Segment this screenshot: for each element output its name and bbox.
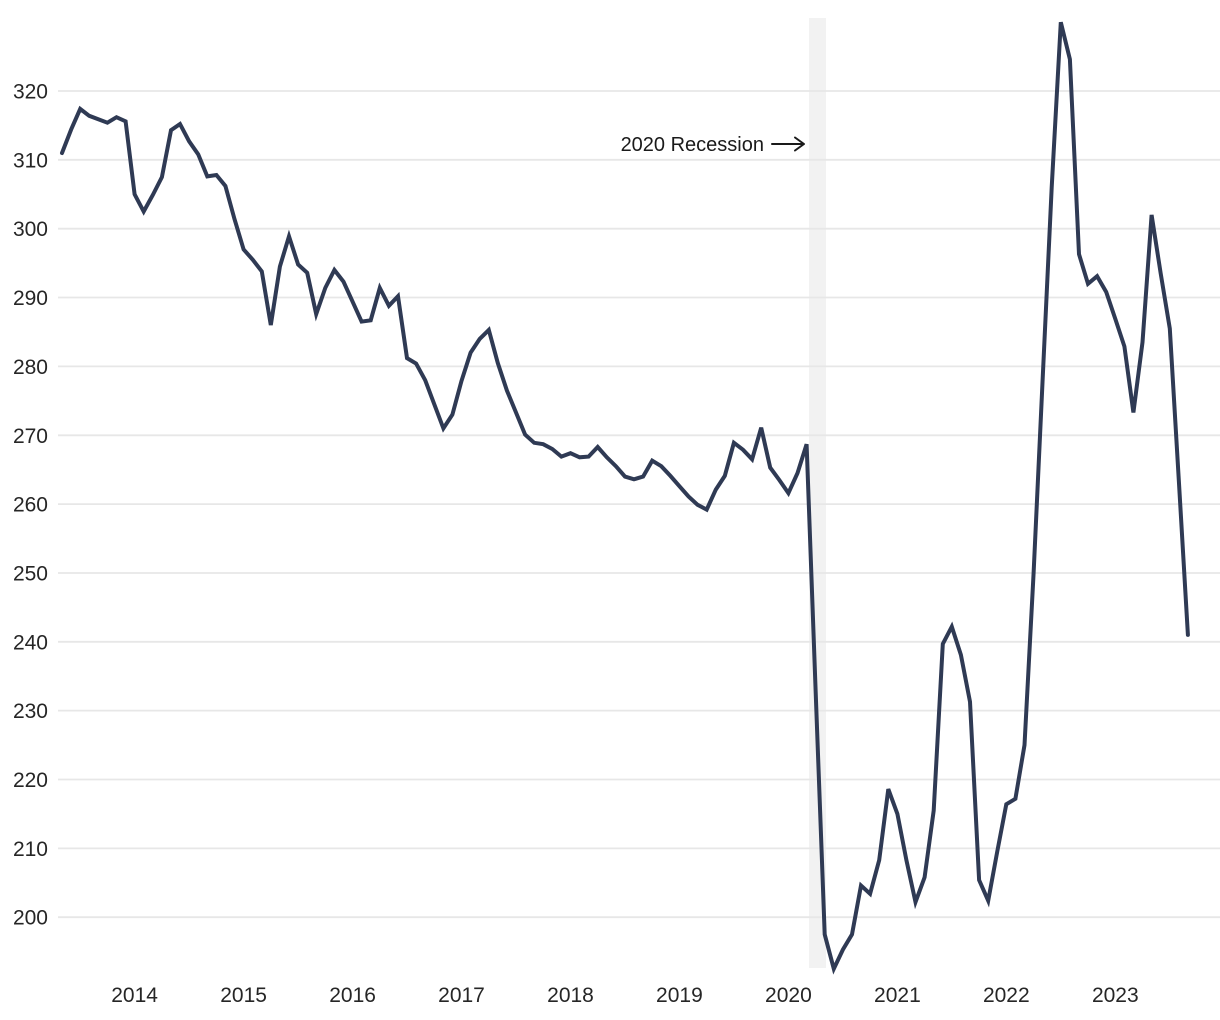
y-tick-label: 300 xyxy=(13,218,48,241)
y-axis-labels: 320 310 300 290 280 270 260 250 240 230 220 210 200 xyxy=(13,81,48,930)
y-tick-label: 210 xyxy=(13,838,48,861)
x-tick-label: 2016 xyxy=(329,984,376,1007)
y-tick-label: 200 xyxy=(13,907,48,930)
x-tick-label: 2018 xyxy=(547,984,594,1007)
x-tick-label: 2022 xyxy=(983,984,1030,1007)
y-tick-label: 250 xyxy=(13,563,48,586)
data-line xyxy=(60,21,1190,975)
recession-annotation: 2020 Recession xyxy=(621,134,805,156)
right-arrow-icon xyxy=(771,136,805,152)
y-tick-label: 320 xyxy=(13,81,48,104)
recession-band xyxy=(809,18,826,968)
y-tick-label: 240 xyxy=(13,631,48,654)
y-tick-label: 270 xyxy=(13,425,48,448)
y-tick-label: 230 xyxy=(13,700,48,723)
x-tick-label: 2015 xyxy=(220,984,267,1007)
y-tick-label: 260 xyxy=(13,494,48,517)
y-tick-label: 310 xyxy=(13,149,48,172)
x-tick-label: 2017 xyxy=(438,984,485,1007)
x-tick-label: 2021 xyxy=(874,984,921,1007)
recession-annotation-label: 2020 Recession xyxy=(621,134,764,156)
x-tick-label: 2019 xyxy=(656,984,703,1007)
y-tick-label: 220 xyxy=(13,769,48,792)
gridlines xyxy=(58,90,1220,919)
x-axis-labels: 2014 2015 2016 2017 2018 2019 2020 2021 2022 2023 xyxy=(111,984,1138,1007)
x-tick-label: 2023 xyxy=(1092,984,1139,1007)
x-tick-label: 2014 xyxy=(111,984,158,1007)
x-tick-label: 2020 xyxy=(765,984,812,1007)
y-tick-label: 280 xyxy=(13,356,48,379)
y-tick-label: 290 xyxy=(13,287,48,310)
